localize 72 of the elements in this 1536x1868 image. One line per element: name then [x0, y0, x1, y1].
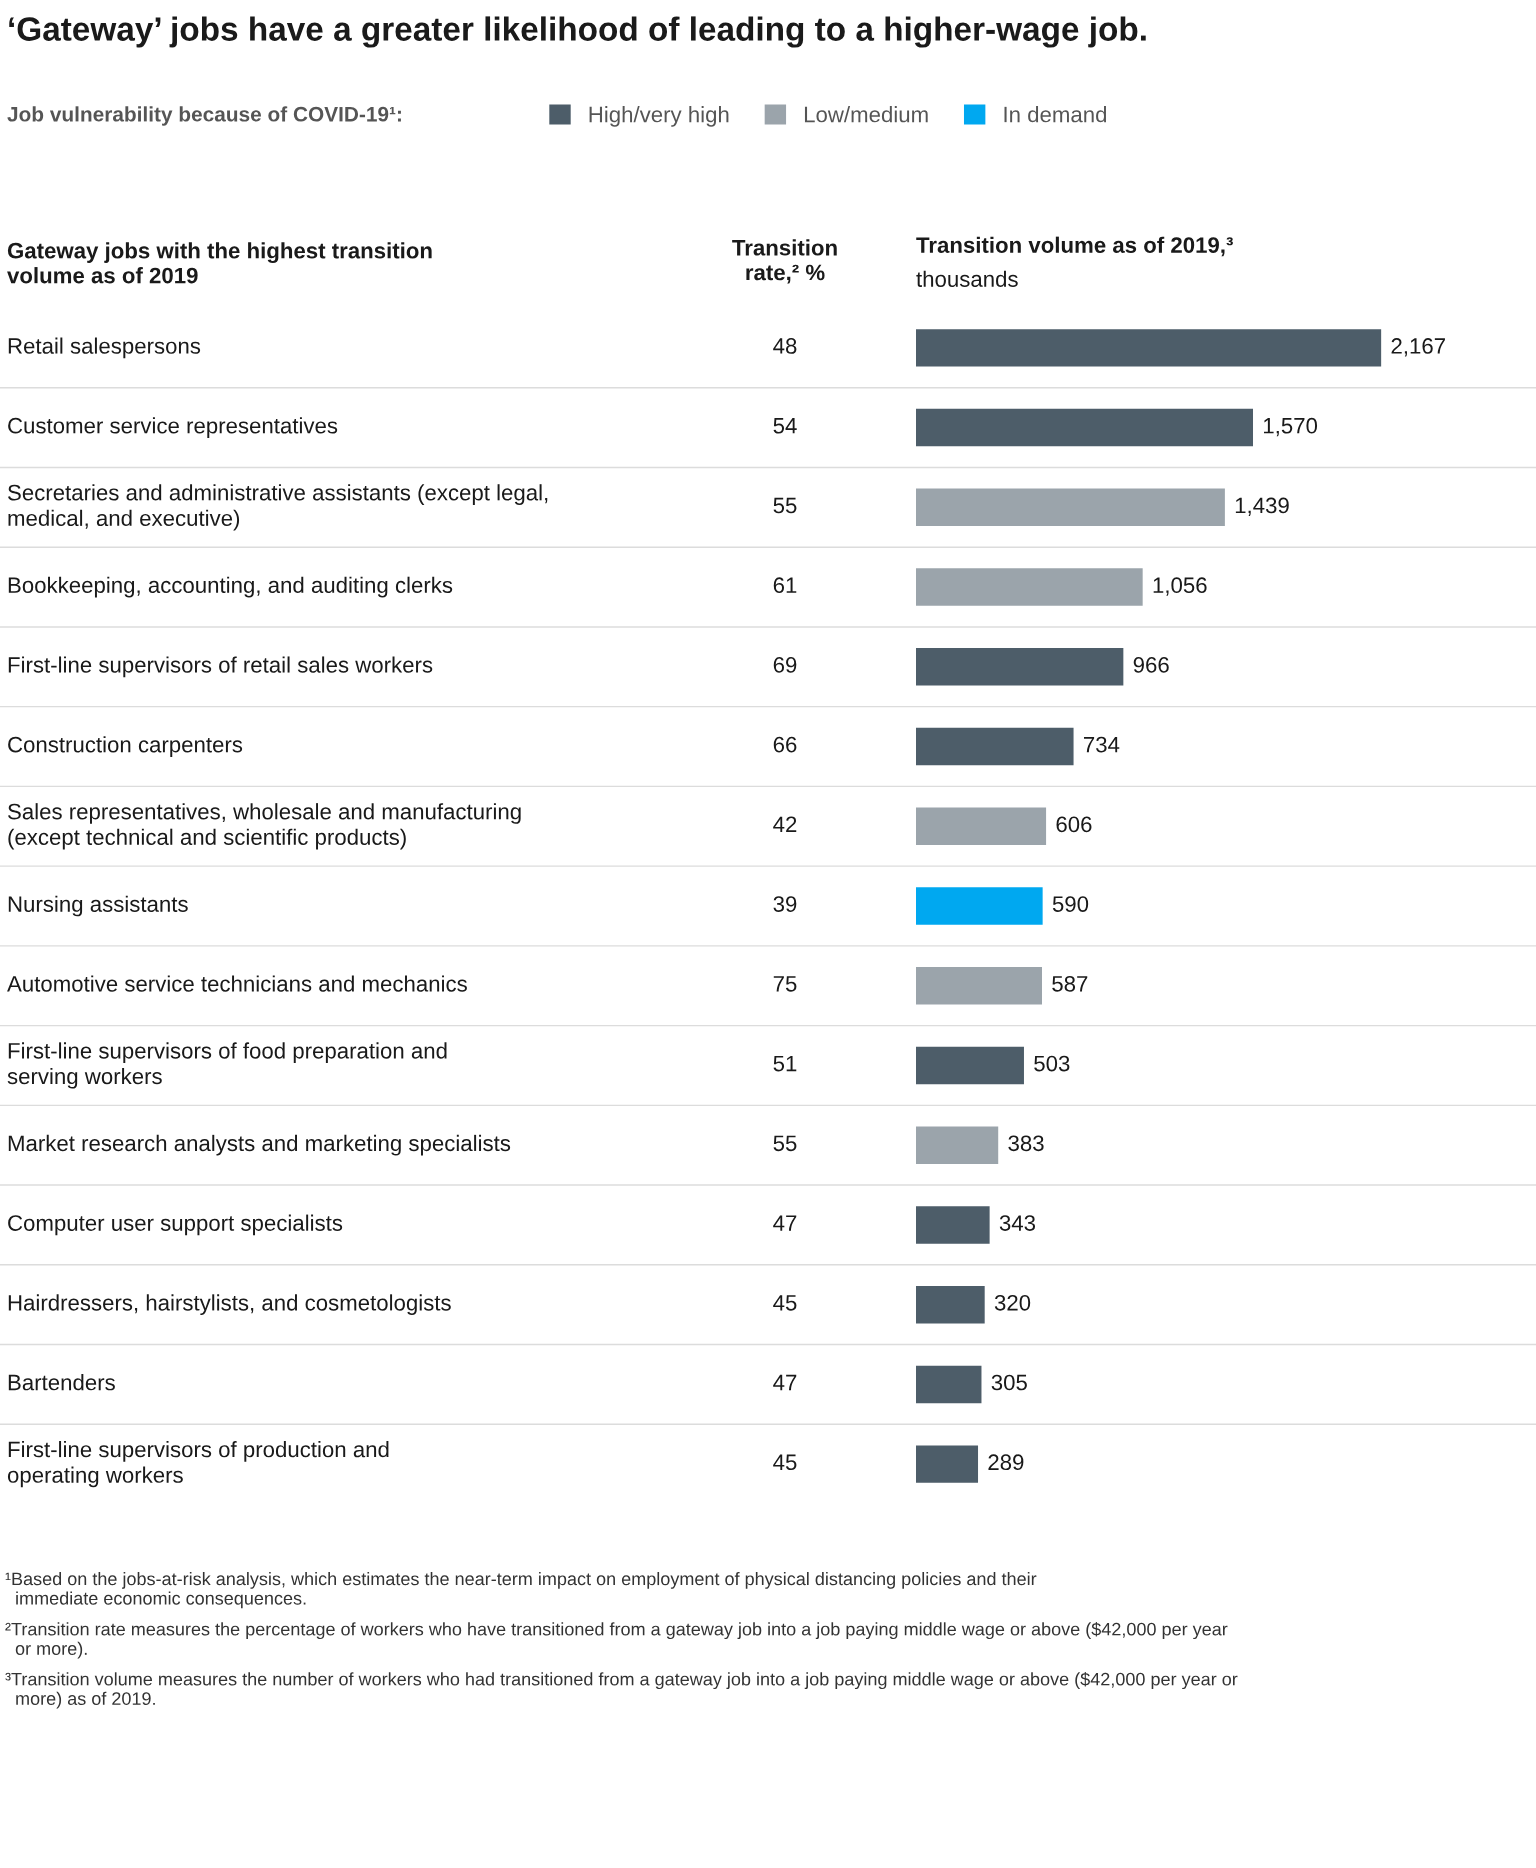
bar	[916, 727, 1074, 766]
data-label: 55	[773, 1135, 797, 1152]
legend-label: High/very high	[589, 106, 729, 127]
data-label: 2,167	[1391, 338, 1445, 357]
y-tick-label: Secretaries and administrative assistants (except legal, medical, and executive)	[8, 484, 548, 531]
y-tick-label: Customer service representatives	[8, 417, 338, 438]
data-label: 48	[773, 338, 797, 354]
data-label: 66	[773, 736, 797, 753]
bar	[916, 488, 1225, 527]
data-label: 734	[1084, 736, 1120, 753]
y-tick-label: Hairdressers, hairstylists, and cosmetologists	[8, 1294, 451, 1316]
y-tick-label: First-line supervisors of food preparation and serving workers	[7, 1042, 447, 1089]
data-label: 1,439	[1235, 497, 1289, 516]
y-tick-label: Automotive service technicians and mechanics	[7, 975, 467, 992]
bar	[916, 1285, 985, 1324]
y-tick-label: Construction carpenters	[8, 736, 243, 757]
legend-label: Low/medium	[804, 106, 928, 123]
data-label: 966	[1133, 657, 1169, 673]
y-tick-label: First-line supervisors of retail sales workers	[8, 656, 433, 678]
bar	[916, 1445, 979, 1483]
bar	[916, 568, 1143, 606]
data-label: 39	[773, 896, 797, 912]
data-label: 75	[773, 976, 797, 992]
bar	[916, 1206, 990, 1244]
data-label: 61	[773, 577, 797, 594]
data-label: 69	[773, 657, 797, 673]
bar	[916, 408, 1253, 447]
y-tick-label: Sales representatives, wholesale and manufacturing (except technical and scientific products)	[8, 803, 521, 850]
text: ‘Gateway’ jobs have a greater likelihood of leading to a higher-wage job.	[9, 16, 1146, 48]
data-label: 305	[991, 1374, 1027, 1391]
data-label: 42	[773, 816, 797, 833]
text: Gateway jobs with the highest transition volume as of 2019	[7, 242, 432, 284]
chart-title: Transition volume as of 2019,³	[916, 236, 1233, 257]
data-label: 47	[773, 1215, 797, 1231]
data-label: 383	[1008, 1135, 1044, 1152]
data-label: 45	[773, 1454, 797, 1471]
data-label: 343	[999, 1215, 1036, 1231]
y-tick-label: Nursing assistants	[8, 895, 188, 917]
data-label: 289	[988, 1454, 1024, 1471]
data-label: 606	[1056, 816, 1092, 833]
data-label: 320	[994, 1294, 1031, 1311]
y-tick-label: Bookkeeping, accounting, and auditing clerks	[8, 576, 453, 598]
bar	[916, 1126, 999, 1164]
bar	[916, 648, 1124, 686]
legend-label: In demand	[1004, 106, 1107, 123]
bar	[916, 967, 1042, 1005]
data-label: 54	[773, 418, 797, 434]
text: ¹Based on the jobs-at-risk analysis, which estimates the near-term impact on employment of physical distancing policies and their immediate economic consequences.	[5, 1572, 1037, 1609]
y-tick-label: Bartenders	[8, 1374, 115, 1391]
bar	[916, 1046, 1024, 1085]
text: Transition rate,² %	[732, 239, 837, 284]
bar	[916, 1365, 982, 1404]
data-label: 47	[773, 1374, 797, 1391]
data-label: 590	[1052, 896, 1089, 912]
y-tick-label: First-line supervisors of production and operating workers	[7, 1441, 389, 1488]
text: ²Transition rate measures the percentage of workers who have transitioned from a gateway job into a job paying middle wage or above ($42,000 per year or more).	[5, 1622, 1228, 1659]
bar	[916, 329, 1382, 367]
data-label: 503	[1034, 1055, 1070, 1072]
y-tick-label: Computer user support specialists	[8, 1214, 343, 1236]
data-label: 55	[773, 497, 797, 514]
bar	[916, 807, 1047, 845]
data-label: 45	[773, 1295, 797, 1311]
y-tick-label: Market research analysts and marketing specialists	[8, 1134, 511, 1156]
data-label: 51	[773, 1055, 797, 1072]
text: ³Transition volume measures the number of workers who had transitioned from a gateway job into a job paying middle wage or above ($42,000 per year or more) as of 2019.	[5, 1672, 1238, 1709]
bar	[916, 887, 1043, 925]
chart-subtitle: thousands	[916, 270, 1018, 287]
data-label: 587	[1052, 975, 1088, 992]
y-tick-label: Retail salespersons	[8, 337, 201, 359]
data-label: 1,570	[1264, 417, 1318, 437]
legend-title: Job vulnerability because of COVID-19¹:	[7, 106, 401, 126]
data-label: 1,056	[1153, 577, 1207, 596]
